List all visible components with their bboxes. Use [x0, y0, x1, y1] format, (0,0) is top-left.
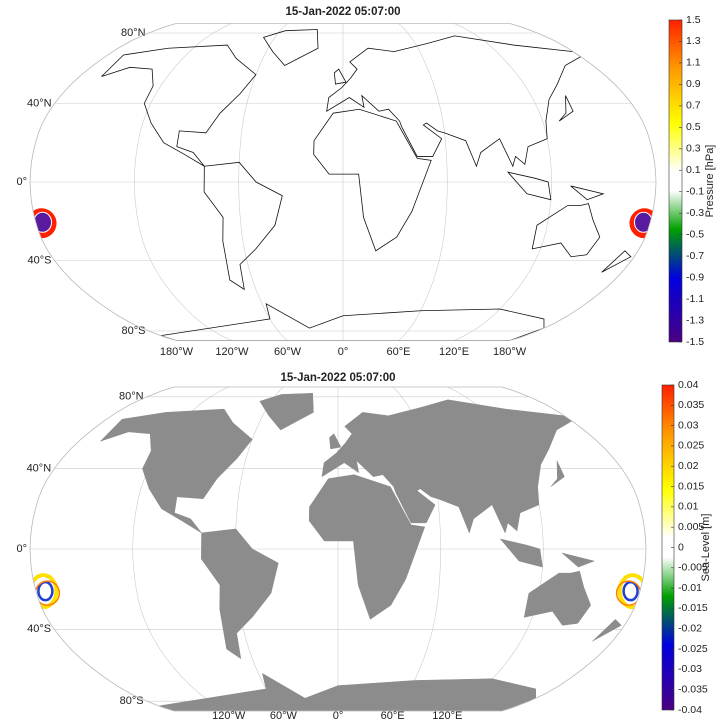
- land: [262, 29, 319, 66]
- land: [308, 474, 426, 620]
- lat-label: 0°: [16, 176, 27, 188]
- colorbar-tick-label: 0.015: [678, 480, 704, 492]
- lon-label: 0°: [333, 710, 344, 722]
- lat-label: 80°N: [121, 27, 146, 39]
- colorbar-tick-label: 0.1: [686, 164, 701, 176]
- colorbar-tick-label: -0.005: [678, 562, 708, 574]
- colorbar-tick-label: -0.9: [686, 271, 704, 283]
- land: [158, 672, 537, 711]
- map-area: [30, 387, 646, 711]
- colorbar-tick-label: 1.3: [686, 35, 701, 47]
- land: [558, 95, 574, 122]
- colorbar-tick-label: -0.03: [678, 663, 702, 675]
- lon-label: 60°W: [274, 346, 302, 358]
- map-panel: 80°N 40°N 0° 40°S 80°S 180°W 120°W 60°W 0° 60°E 12…: [16, 6, 715, 358]
- colorbar-tick-label: -0.3: [686, 207, 704, 219]
- lat-label: 40°S: [27, 623, 51, 635]
- land: [333, 68, 347, 85]
- land: [313, 108, 432, 252]
- lat-label: 40°N: [27, 463, 52, 475]
- colorbar-tick-label: 1.1: [686, 57, 701, 69]
- land: [601, 250, 632, 273]
- land: [203, 161, 283, 291]
- colorbar-tick-label: -0.02: [678, 623, 702, 635]
- colorbar-tick-label: 0.5: [686, 121, 701, 133]
- lon-label: 180°W: [493, 346, 527, 358]
- lon-label: 60°E: [381, 710, 405, 722]
- lon-label: 120°W: [215, 346, 249, 358]
- land: [160, 303, 545, 341]
- colorbar-tick-label: -1.3: [686, 314, 704, 326]
- lat-label: 0°: [16, 543, 27, 555]
- land: [592, 618, 622, 642]
- colorbar-tick-label: 0.03: [678, 419, 699, 431]
- colorbar-tick-label: 0.7: [686, 100, 701, 112]
- land: [561, 552, 595, 568]
- colorbar-tick-label: -0.04: [678, 704, 702, 716]
- colorbar-tick-label: -0.7: [686, 250, 704, 262]
- land: [531, 203, 601, 258]
- colorbar-tick-label: 0.3: [686, 143, 701, 155]
- colorbar-tick-label: -0.1: [686, 186, 704, 198]
- colorbar-tick-label: -0.035: [678, 683, 708, 695]
- colorbar-tick-label: -0.025: [678, 643, 708, 655]
- land: [506, 171, 552, 201]
- colorbar-tick-label: 1.5: [686, 14, 701, 26]
- lon-label: 120°E: [439, 346, 469, 358]
- colorbar-label: Sea-Level [m]: [700, 514, 712, 582]
- lat-label: 40°S: [28, 255, 52, 267]
- land: [321, 399, 573, 534]
- land: [550, 460, 565, 487]
- map-panel: 80°N 40°N 0° 40°S 80°S 120°W 60°W 0° 60°E 120°E 15…: [16, 372, 711, 722]
- lon-label: 120°E: [432, 710, 462, 722]
- land: [101, 44, 257, 167]
- map-border: [29, 386, 647, 712]
- lat-label: 80°N: [119, 391, 144, 403]
- colorbar-tick-label: 0.005: [678, 521, 704, 533]
- land: [201, 528, 279, 660]
- colorbar-label: Pressure [hPa]: [704, 145, 716, 218]
- lon-label: 120°W: [212, 710, 246, 722]
- map-border: [29, 23, 657, 341]
- lon-label: 180°W: [160, 346, 194, 358]
- colorbar-tick-label: 0: [678, 541, 684, 553]
- land: [499, 538, 543, 568]
- colorbar-tick-label: 0.025: [678, 440, 704, 452]
- land: [570, 185, 605, 201]
- colorbar-tick-label: 0.9: [686, 78, 701, 90]
- colorbar-tick-label: -0.01: [678, 582, 702, 594]
- land: [523, 570, 591, 626]
- lat-label: 80°S: [120, 695, 144, 707]
- land: [259, 392, 314, 431]
- lat-label: 40°N: [27, 97, 52, 109]
- lon-label: 0°: [338, 346, 349, 358]
- lon-label: 60°E: [387, 346, 411, 358]
- colorbar-tick-label: 0.035: [678, 399, 704, 411]
- signal: [37, 580, 54, 602]
- map-title: 15-Jan-2022 05:07:00: [280, 372, 395, 384]
- colorbar-tick-label: 0.04: [678, 379, 699, 391]
- land: [326, 35, 582, 168]
- signal: [622, 580, 639, 602]
- land: [100, 408, 253, 534]
- lat-label: 80°S: [122, 325, 146, 337]
- colorbar-tick-label: -0.015: [678, 602, 708, 614]
- map-area: [30, 23, 656, 341]
- colorbar-tick-label: -1.5: [686, 336, 704, 348]
- lon-label: 60°W: [270, 710, 298, 722]
- colorbar-tick-label: 0.01: [678, 501, 699, 513]
- colorbar: [668, 19, 683, 343]
- colorbar-tick-label: -0.5: [686, 228, 704, 240]
- colorbar-tick-label: -1.1: [686, 293, 704, 305]
- colorbar-tick-label: 0.02: [678, 460, 699, 472]
- land: [329, 433, 342, 450]
- map-title: 15-Jan-2022 05:07:00: [285, 6, 400, 18]
